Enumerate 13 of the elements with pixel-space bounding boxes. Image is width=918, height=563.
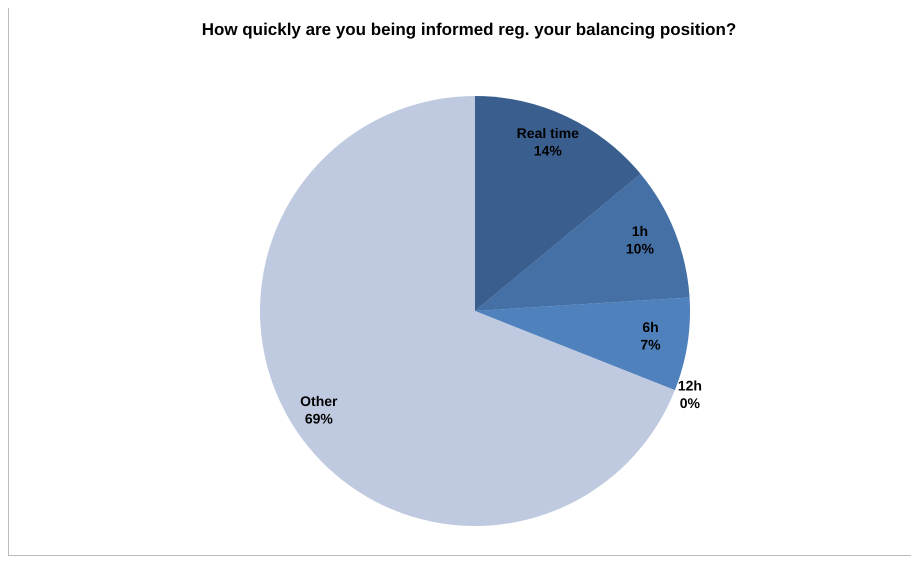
pie-slice bbox=[475, 174, 690, 311]
slice-label: 1h bbox=[632, 222, 648, 239]
slice-label: Other bbox=[300, 392, 338, 409]
slice-label: 6h bbox=[642, 318, 659, 335]
pie-slice bbox=[260, 96, 675, 526]
category-label: 12h bbox=[678, 377, 702, 394]
data-label: 7% bbox=[640, 336, 662, 352]
chart-title: How quickly are you being informed reg. your balancing position? bbox=[200, 20, 738, 40]
text: 0% bbox=[680, 394, 700, 411]
data-label: 14% bbox=[534, 142, 562, 158]
data-label: 10% bbox=[626, 240, 654, 256]
slice-label: Real time bbox=[516, 124, 580, 141]
data-label: 69% bbox=[304, 410, 334, 426]
